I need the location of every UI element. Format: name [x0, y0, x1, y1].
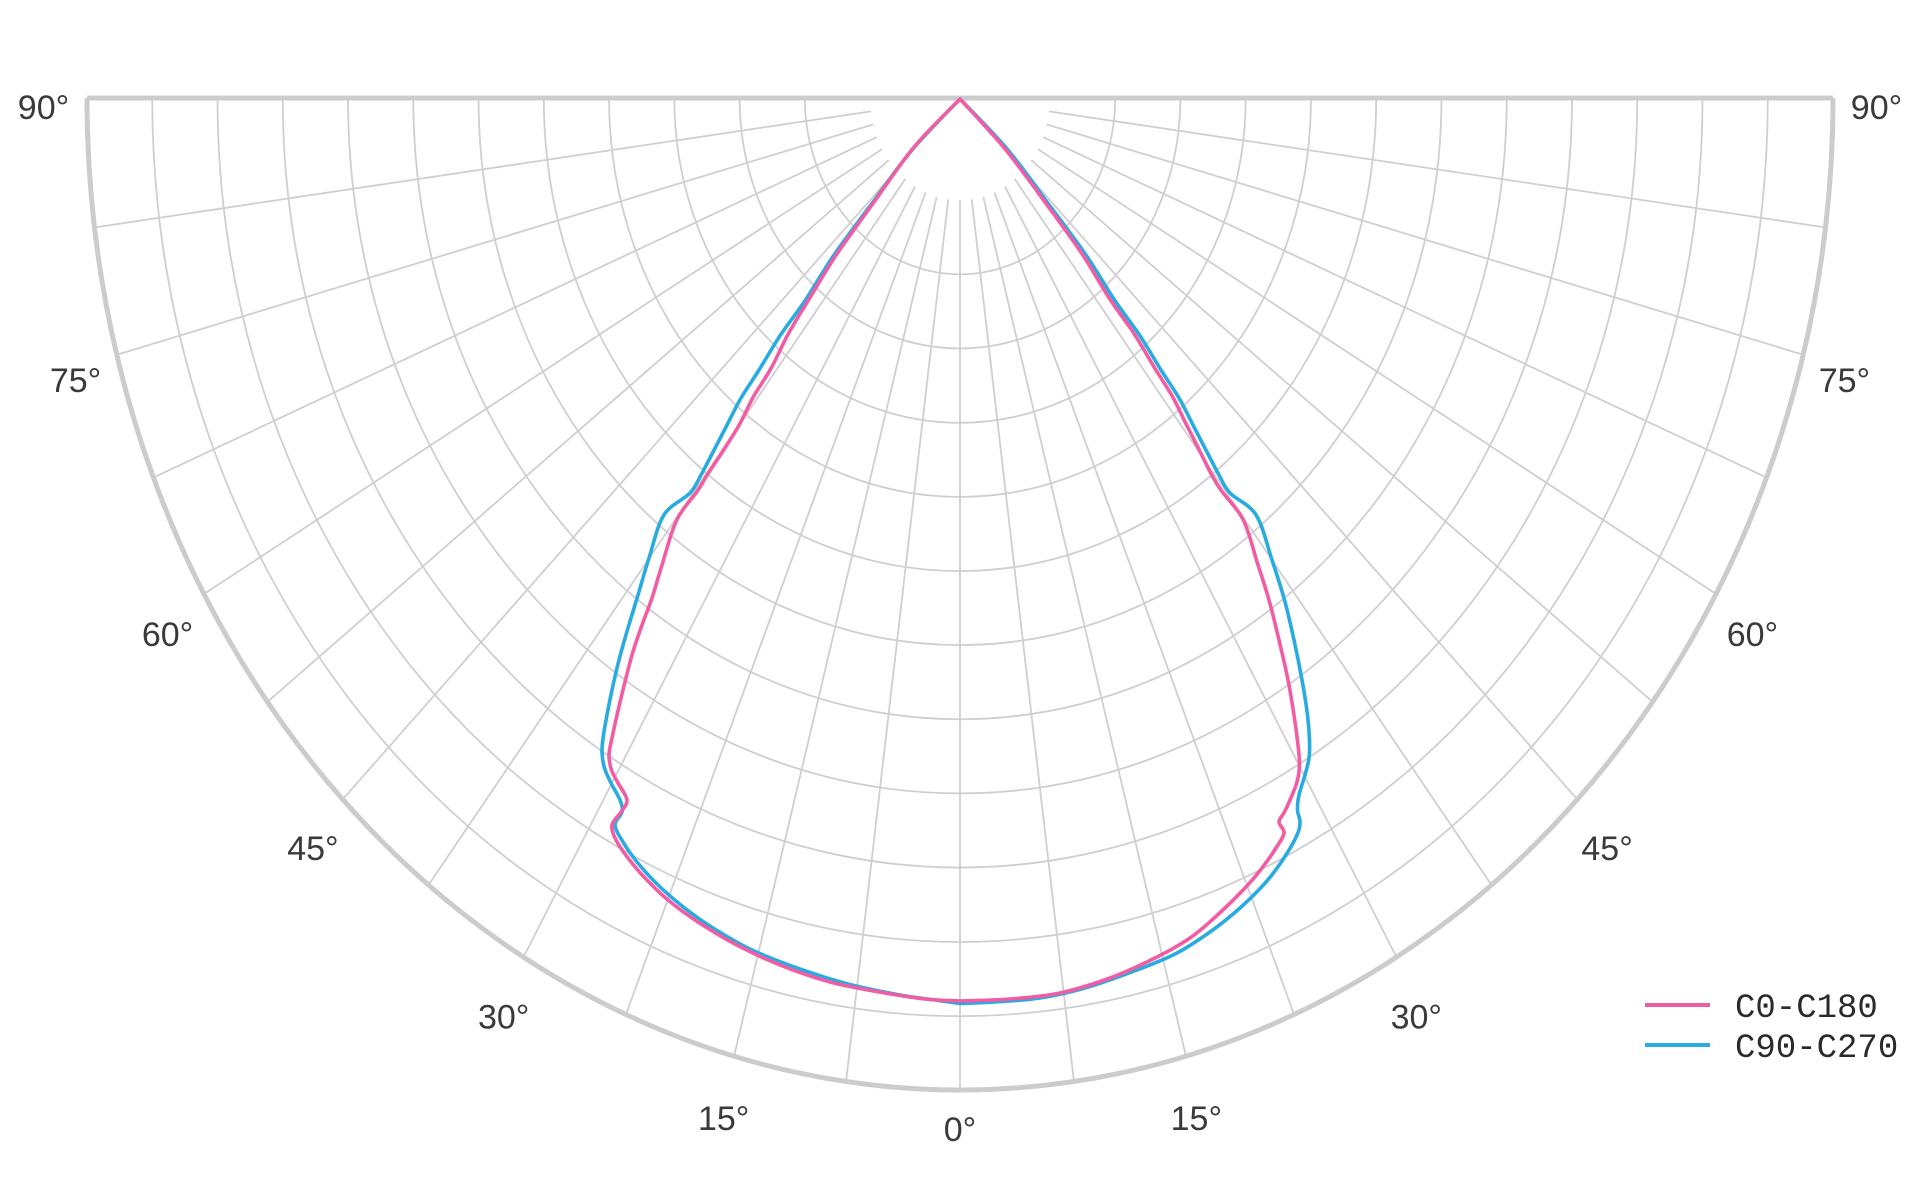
svg-text:75°: 75°: [1819, 362, 1870, 400]
svg-text:75°: 75°: [50, 362, 101, 400]
svg-text:C90-C270: C90-C270: [1735, 1030, 1898, 1068]
svg-text:0°: 0°: [944, 1111, 977, 1149]
svg-text:C0-C180: C0-C180: [1735, 990, 1878, 1028]
svg-text:60°: 60°: [1727, 616, 1778, 654]
svg-text:45°: 45°: [1581, 830, 1632, 868]
svg-text:45°: 45°: [287, 830, 338, 868]
svg-text:15°: 15°: [1171, 1100, 1222, 1138]
svg-text:90°: 90°: [18, 89, 69, 127]
svg-text:60°: 60°: [142, 616, 193, 654]
svg-text:15°: 15°: [698, 1100, 749, 1138]
svg-text:90°: 90°: [1851, 89, 1902, 127]
svg-text:30°: 30°: [1391, 999, 1442, 1037]
svg-text:30°: 30°: [478, 999, 529, 1037]
